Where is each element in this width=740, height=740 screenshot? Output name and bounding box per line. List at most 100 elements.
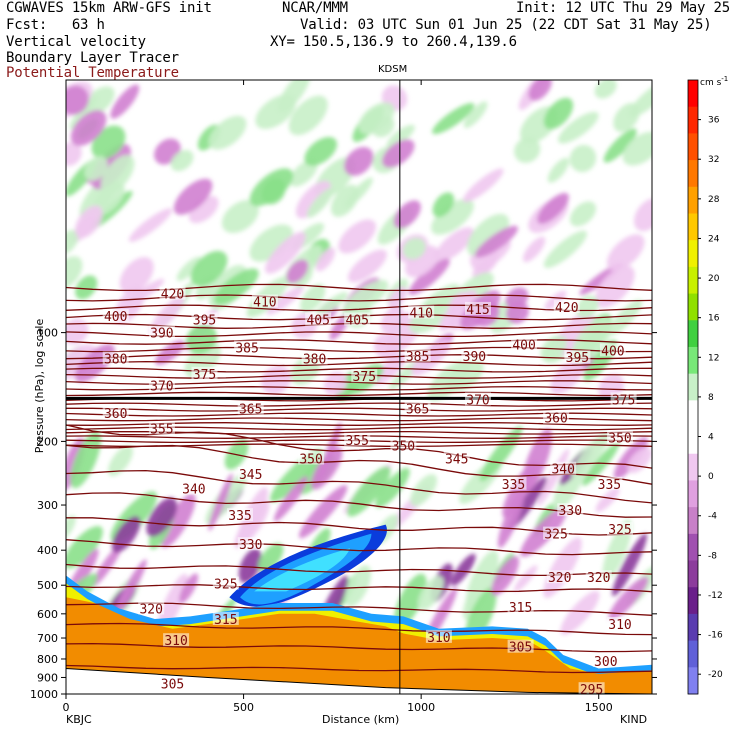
velocity-cell: [66, 229, 79, 255]
init-time: Init: 12 UTC Thu 29 May 25: [516, 0, 730, 16]
theta-label: 380: [303, 353, 326, 368]
x-tick-label: 0: [63, 701, 70, 714]
theta-label: 325: [214, 578, 237, 593]
theta-label-bg: [237, 401, 264, 415]
theta-label-bg: [344, 312, 371, 326]
theta-contour: [66, 584, 652, 593]
colorbar-label: 32: [708, 155, 719, 165]
velocity-cell: [66, 85, 89, 115]
velocity-cell: [176, 256, 202, 281]
theta-label: 320: [587, 571, 610, 586]
theta-label-bg: [596, 476, 623, 490]
theta-label-bg: [543, 526, 570, 540]
velocity-cell: [528, 80, 552, 101]
theta-label-bg: [408, 305, 435, 319]
theta-label-bg: [500, 476, 527, 490]
center-label: NCAR/MMM: [282, 0, 348, 16]
velocity-cell: [543, 97, 574, 130]
theta-label-bg: [237, 537, 264, 551]
colorbar-swatch: [688, 507, 698, 535]
theta-label-bg: [550, 461, 577, 475]
velocity-cell: [108, 445, 133, 477]
theta-label: 325: [544, 528, 567, 543]
colorbar-swatch: [688, 160, 698, 188]
theta-label: 295: [580, 683, 603, 698]
right-station-label: KIND: [620, 713, 648, 726]
theta-label-bg: [607, 522, 633, 536]
y-tick-label: 600: [37, 608, 58, 621]
theta-label: 395: [566, 351, 589, 366]
field-boundary-layer-tracer: Boundary Layer Tracer: [6, 50, 179, 66]
velocity-cell: [514, 565, 538, 592]
theta-label: 335: [598, 478, 621, 493]
theta-label-bg: [227, 508, 253, 522]
theta-contour: [66, 622, 652, 636]
theta-label-bg: [301, 351, 328, 365]
y-tick-label: 700: [37, 632, 58, 645]
velocity-cell: [571, 432, 610, 479]
velocity-cell: [238, 548, 262, 584]
theta-label-bg: [390, 438, 417, 452]
velocity-cell: [576, 295, 599, 319]
field-potential-temperature: Potential Temperature: [6, 65, 179, 81]
velocity-cell: [257, 543, 284, 573]
velocity-cell: [522, 236, 546, 263]
colorbar-label: 24: [708, 234, 720, 244]
velocity-cell: [289, 159, 318, 187]
velocity-cell: [595, 265, 635, 308]
theta-label-bg: [465, 301, 491, 315]
theta-label-bg: [212, 576, 239, 590]
velocity-cell: [479, 426, 523, 482]
theta-label: 370: [466, 393, 489, 408]
theta-contour: [66, 346, 652, 353]
theta-label: 330: [559, 504, 582, 519]
velocity-cell: [344, 147, 374, 176]
velocity-cell: [345, 565, 372, 607]
theta-contour: [66, 402, 652, 407]
forecast-hour: Fcst: 63 h: [6, 17, 105, 33]
velocity-cell: [111, 516, 141, 553]
theta-label-bg: [511, 337, 538, 351]
colorbar-label: -16: [708, 631, 723, 641]
velocity-cell: [298, 484, 348, 539]
velocity-cell: [295, 180, 331, 219]
theta-label: 335: [228, 509, 251, 524]
velocity-cell: [465, 550, 499, 611]
theta-label-bg: [191, 312, 218, 326]
velocity-cell: [119, 257, 154, 294]
velocity-cell: [382, 139, 415, 168]
theta-label: 365: [239, 402, 262, 417]
theta-label-bg: [191, 366, 218, 380]
theta-contour: [66, 492, 652, 518]
theta-label-bg: [351, 369, 378, 383]
colorbar-swatch: [688, 133, 698, 161]
velocity-cell: [627, 447, 652, 474]
theta-label-bg: [163, 633, 190, 647]
velocity-cell: [547, 157, 570, 183]
x-axis-label: Distance (km): [322, 713, 400, 726]
x-tick-label: 1000: [407, 701, 435, 714]
velocity-cell: [557, 111, 599, 144]
velocity-cell: [347, 249, 387, 283]
theta-label-bg: [237, 466, 264, 480]
theta-contour: [66, 339, 652, 345]
velocity-cell: [537, 192, 569, 224]
theta-label: 375: [193, 368, 216, 383]
theta-label: 335: [502, 478, 525, 493]
theta-label-bg: [138, 601, 165, 615]
y-axis-label: Pressure (hPa), log scale: [33, 318, 46, 454]
velocity-cell: [358, 102, 395, 135]
theta-label-bg: [443, 451, 470, 465]
theta-label-bg: [607, 430, 633, 444]
theta-label-bg: [212, 612, 239, 625]
velocity-cell: [497, 490, 525, 549]
velocity-cell: [622, 131, 652, 166]
theta-contour: [66, 354, 652, 360]
velocity-cell: [612, 533, 647, 597]
velocity-cell: [188, 195, 219, 224]
velocity-cell: [266, 285, 304, 315]
velocity-cell: [261, 178, 286, 205]
velocity-cell: [70, 110, 107, 146]
velocity-cell: [569, 201, 597, 227]
theta-label: 310: [608, 618, 631, 633]
